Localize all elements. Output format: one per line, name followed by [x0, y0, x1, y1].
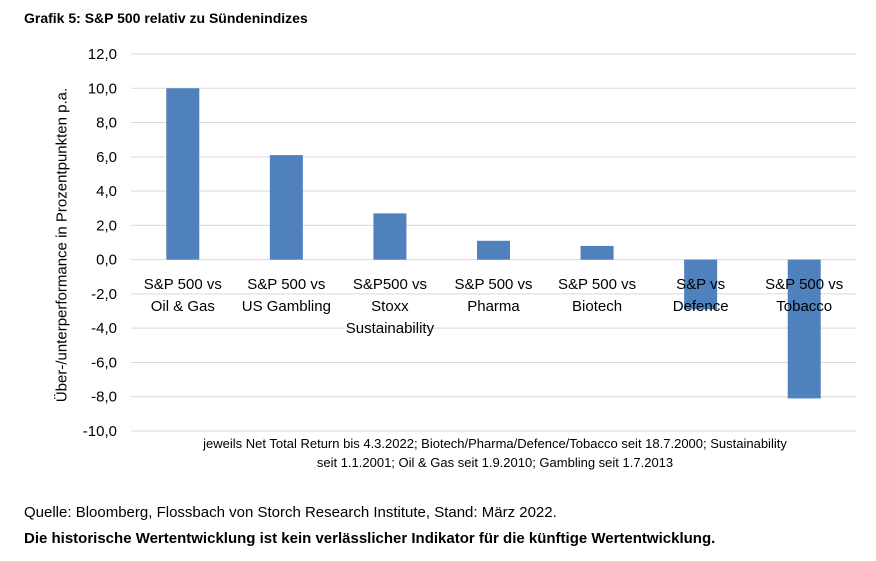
category-label: S&P vs: [676, 276, 725, 293]
y-tick-label: -6,0: [91, 354, 117, 371]
y-tick-label: 12,0: [88, 46, 117, 63]
y-tick-label: -8,0: [91, 389, 117, 406]
y-tick-label: -2,0: [91, 286, 117, 303]
category-label: S&P 500 vs: [144, 276, 222, 293]
category-label: US Gambling: [242, 298, 331, 315]
y-tick-label: 10,0: [88, 80, 117, 97]
y-tick-label: 0,0: [96, 252, 117, 269]
bar: [477, 240, 510, 260]
bar: [166, 88, 200, 260]
source-note: Quelle: Bloomberg, Flossbach von Storch …: [24, 504, 557, 521]
chart-footnote: jeweils Net Total Return bis 4.3.2022; B…: [160, 434, 830, 472]
category-label: S&P 500 vs: [247, 276, 325, 293]
category-label: Tobacco: [776, 298, 832, 315]
y-tick-label: 4,0: [96, 183, 117, 200]
category-label: S&P 500 vs: [454, 276, 532, 293]
footnote-line-2: seit 1.1.2001; Oil & Gas seit 1.9.2010; …: [316, 455, 674, 470]
category-label: S&P500 vs: [353, 276, 427, 293]
bar: [269, 155, 303, 260]
disclaimer-note: Die historische Wertentwicklung ist kein…: [24, 530, 716, 547]
chart-title: Grafik 5: S&P 500 relativ zu Sündenindiz…: [24, 10, 308, 26]
y-tick-label: -4,0: [91, 320, 117, 337]
bar: [580, 245, 614, 260]
bar: [373, 213, 407, 260]
bar: [787, 259, 821, 399]
y-tick-label: 2,0: [96, 217, 117, 234]
bar: [684, 259, 718, 310]
y-tick-label: -10,0: [83, 423, 117, 440]
category-label: Defence: [673, 298, 729, 315]
footnote-line-1: jeweils Net Total Return bis 4.3.2022; B…: [203, 436, 787, 451]
bar-chart: 12,0 10,0 8,0 6,0 4,0 2,0 0,0 -2,0 -4,0 -6,0 -8,0 -…: [83, 46, 856, 440]
y-tick-label: 8,0: [96, 115, 117, 132]
category-label: Biotech: [572, 298, 622, 315]
category-label: Oil & Gas: [151, 298, 215, 315]
category-label: Pharma: [467, 298, 520, 315]
category-label: S&P 500 vs: [765, 276, 843, 293]
category-label: Sustainability: [346, 320, 435, 337]
category-label: S&P 500 vs: [558, 276, 636, 293]
y-tick-label: 6,0: [96, 149, 117, 166]
category-label: Stoxx: [371, 298, 409, 315]
